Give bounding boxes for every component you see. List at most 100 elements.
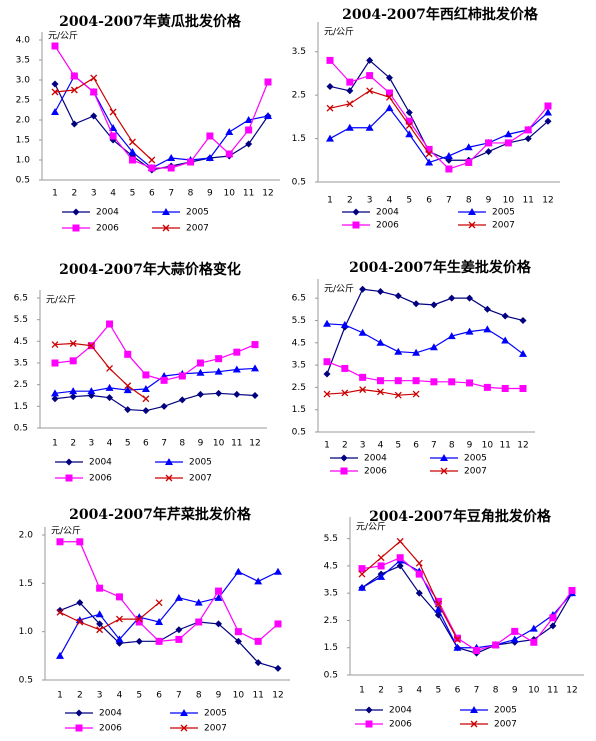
x-tick-label: 4 <box>416 686 422 696</box>
x-tick-label: 1 <box>52 439 58 449</box>
marker <box>366 87 374 95</box>
marker <box>75 724 83 732</box>
marker <box>415 589 423 597</box>
x-tick-label: 10 <box>213 439 225 449</box>
y-axis-label: 元/公斤 <box>356 522 386 533</box>
y-tick-label: 3.5 <box>16 56 30 66</box>
marker <box>415 559 423 567</box>
marker <box>215 587 223 595</box>
series-line <box>361 557 573 652</box>
chart-title: 2004-2007年豆角批发价格 <box>369 508 552 525</box>
marker <box>453 643 462 651</box>
marker <box>405 122 413 130</box>
x-tick-label: 9 <box>198 439 204 449</box>
y-tick-label: 0.5 <box>292 178 306 188</box>
marker <box>412 348 421 356</box>
x-tick-label: 12 <box>272 691 283 701</box>
marker <box>75 709 83 717</box>
x-tick-label: 3 <box>91 189 97 199</box>
marker <box>352 208 360 216</box>
x-tick-label: 9 <box>207 189 213 199</box>
y-tick-label: 2.5 <box>14 380 28 390</box>
marker <box>430 301 438 309</box>
marker <box>51 389 59 397</box>
x-tick-label: 11 <box>547 686 558 696</box>
marker <box>245 140 253 148</box>
chart-title: 2004-2007年黄瓜批发价格 <box>59 13 242 30</box>
marker <box>405 109 413 117</box>
x-tick-label: 10 <box>224 189 236 199</box>
marker <box>105 383 114 391</box>
marker <box>175 635 183 643</box>
x-tick-label: 8 <box>196 691 202 701</box>
marker <box>352 221 360 229</box>
marker <box>51 42 59 50</box>
marker <box>128 138 136 146</box>
marker <box>359 386 367 394</box>
legend-label: 2006 <box>89 474 112 484</box>
x-tick-label: 4 <box>378 441 384 451</box>
marker <box>376 388 384 396</box>
marker <box>405 130 414 138</box>
marker <box>323 358 331 366</box>
y-tick-label: 5.5 <box>292 316 306 326</box>
marker <box>76 538 84 546</box>
marker <box>87 342 95 350</box>
y-axis-label: 元/公斤 <box>46 295 76 306</box>
marker <box>470 720 478 728</box>
marker <box>430 378 438 386</box>
marker <box>365 123 374 131</box>
y-tick-label: 6.5 <box>292 294 306 304</box>
legend-label: 2004 <box>96 208 119 218</box>
marker <box>549 622 557 630</box>
series-line <box>54 45 269 169</box>
marker <box>244 116 253 123</box>
marker <box>167 154 176 161</box>
x-tick-label: 6 <box>143 439 149 449</box>
marker <box>529 624 538 632</box>
marker <box>376 287 384 295</box>
marker <box>72 208 80 216</box>
x-tick-label: 6 <box>156 691 162 701</box>
marker <box>377 554 385 562</box>
legend-label: 2005 <box>204 709 227 719</box>
x-tick-label: 6 <box>426 196 432 206</box>
marker <box>549 614 557 622</box>
y-tick-label: 0.5 <box>16 176 30 186</box>
marker <box>195 618 203 626</box>
marker <box>148 164 156 172</box>
x-tick-label: 3 <box>397 686 403 696</box>
marker <box>468 208 476 215</box>
marker <box>425 150 433 158</box>
marker <box>448 378 456 386</box>
marker <box>323 390 331 398</box>
y-tick-label: 1.0 <box>19 627 34 637</box>
marker <box>415 570 423 578</box>
marker <box>96 620 104 628</box>
marker <box>109 124 118 131</box>
series-line <box>326 389 417 396</box>
marker <box>376 338 385 346</box>
marker <box>544 117 552 125</box>
x-tick-label: 5 <box>406 196 412 206</box>
y-tick-label: 3.5 <box>292 47 306 57</box>
marker <box>412 300 420 308</box>
marker <box>106 364 114 372</box>
y-tick-label: 1.5 <box>14 402 28 412</box>
marker <box>148 156 156 164</box>
series-line <box>54 75 269 169</box>
x-tick-label: 1 <box>324 441 330 451</box>
marker <box>376 377 384 385</box>
x-tick-label: 10 <box>482 441 494 451</box>
marker <box>178 396 186 404</box>
marker <box>128 148 137 155</box>
marker <box>254 577 263 585</box>
legend-label: 2004 <box>89 458 112 468</box>
legend-label: 2004 <box>364 454 387 464</box>
series-line <box>329 59 549 170</box>
marker <box>440 467 448 475</box>
y-tick-label: 4.5 <box>292 338 306 348</box>
marker <box>440 454 448 461</box>
marker <box>345 123 354 131</box>
